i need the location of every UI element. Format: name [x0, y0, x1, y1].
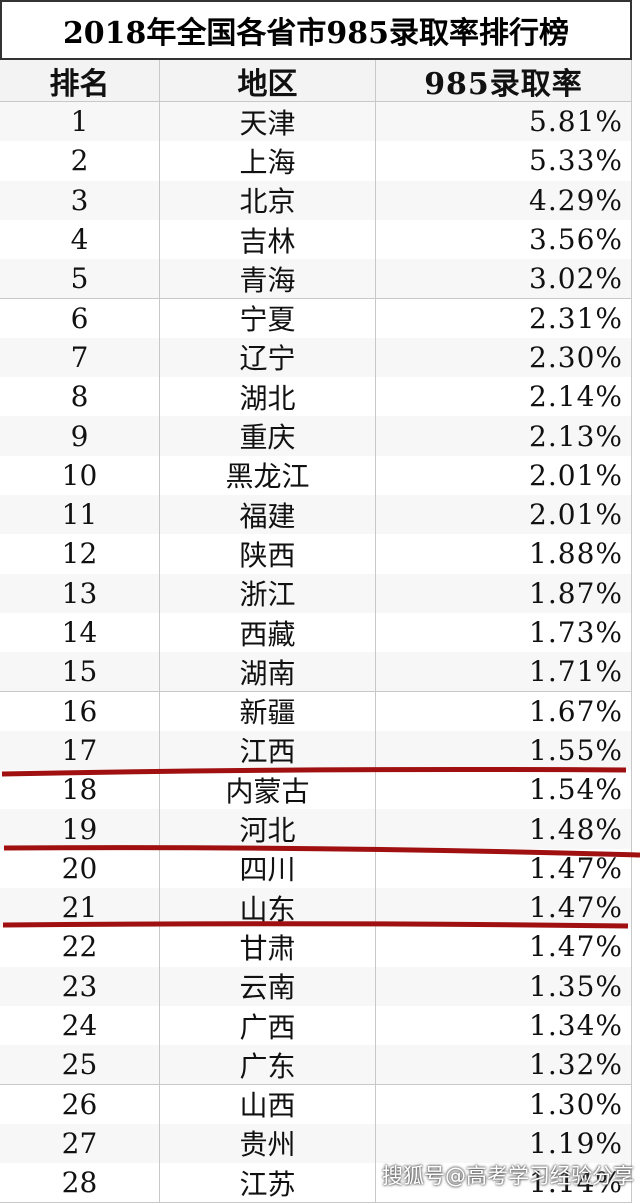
region-cell: 吉林	[160, 219, 376, 261]
rate-cell: 2.01%	[376, 495, 632, 536]
rate-cell: 1.47%	[376, 848, 632, 889]
region-cell: 广东	[160, 1045, 376, 1086]
region-cell: 甘肃	[160, 927, 376, 968]
rank-cell: 7	[0, 337, 160, 379]
region-cell: 辽宁	[160, 337, 376, 379]
rank-cell: 21	[0, 888, 160, 929]
region-cell: 山西	[160, 1084, 376, 1125]
rate-cell: 1.67%	[376, 691, 632, 732]
rank-cell: 3	[0, 180, 160, 221]
region-cell: 西藏	[160, 612, 376, 654]
rank-cell: 8	[0, 377, 160, 418]
rank-cell: 16	[0, 691, 160, 732]
rate-cell: 2.14%	[376, 377, 632, 418]
region-cell: 河北	[160, 809, 376, 850]
region-cell: 湖南	[160, 652, 376, 693]
rank-cell: 23	[0, 966, 160, 1007]
region-cell: 湖北	[160, 377, 376, 418]
rate-cell: 1.48%	[376, 809, 632, 850]
region-cell: 四川	[160, 848, 376, 889]
rank-cell: 25	[0, 1045, 160, 1086]
region-cell: 江苏	[160, 1163, 376, 1204]
rate-cell: 1.32%	[376, 1045, 632, 1086]
rate-cell: 1.30%	[376, 1084, 632, 1125]
header-cell: 985录取率	[376, 60, 632, 102]
region-cell: 北京	[160, 180, 376, 221]
region-cell: 新疆	[160, 691, 376, 732]
region-cell: 青海	[160, 259, 376, 300]
rate-cell: 2.01%	[376, 455, 632, 496]
region-cell: 广西	[160, 1005, 376, 1047]
table-title: 2018年全国各省市985录取率排行榜	[0, 0, 632, 60]
rank-cell: 26	[0, 1084, 160, 1125]
rate-cell: 1.73%	[376, 612, 632, 654]
rate-cell: 2.13%	[376, 416, 632, 457]
rank-cell: 18	[0, 770, 160, 811]
rank-cell: 9	[0, 416, 160, 457]
rank-cell: 22	[0, 927, 160, 968]
rank-cell: 4	[0, 219, 160, 261]
rank-cell: 20	[0, 848, 160, 889]
rate-cell: 2.31%	[376, 298, 632, 339]
header-cell: 地区	[160, 60, 376, 102]
region-cell: 陕西	[160, 534, 376, 575]
watermark: 搜狐号@高考学习经验分享	[382, 1164, 634, 1188]
rank-cell: 19	[0, 809, 160, 850]
region-cell: 云南	[160, 966, 376, 1007]
rank-cell: 24	[0, 1005, 160, 1047]
rate-cell: 1.71%	[376, 652, 632, 693]
region-cell: 宁夏	[160, 298, 376, 339]
region-cell: 黑龙江	[160, 455, 376, 496]
region-cell: 重庆	[160, 416, 376, 457]
rate-cell: 3.56%	[376, 219, 632, 261]
rate-cell: 1.47%	[376, 927, 632, 968]
rate-cell: 2.30%	[376, 337, 632, 379]
rank-cell: 14	[0, 612, 160, 654]
region-cell: 贵州	[160, 1123, 376, 1165]
rank-cell: 12	[0, 534, 160, 575]
header-cell: 排名	[0, 60, 160, 102]
rate-cell: 5.33%	[376, 141, 632, 182]
rank-cell: 11	[0, 495, 160, 536]
rank-cell: 17	[0, 730, 160, 772]
rank-cell: 10	[0, 455, 160, 496]
rank-cell: 27	[0, 1123, 160, 1165]
rank-cell: 6	[0, 298, 160, 339]
region-cell: 天津	[160, 102, 376, 143]
rate-cell: 1.14%	[376, 1163, 632, 1204]
rank-cell: 1	[0, 102, 160, 143]
region-cell: 福建	[160, 495, 376, 536]
rank-cell: 13	[0, 573, 160, 614]
region-cell: 浙江	[160, 573, 376, 614]
region-cell: 江西	[160, 730, 376, 772]
rate-cell: 1.88%	[376, 534, 632, 575]
rank-cell: 5	[0, 259, 160, 300]
rank-cell: 2	[0, 141, 160, 182]
rate-cell: 1.34%	[376, 1005, 632, 1047]
rate-cell: 1.35%	[376, 966, 632, 1007]
region-cell: 上海	[160, 141, 376, 182]
region-cell: 山东	[160, 888, 376, 929]
region-cell: 内蒙古	[160, 770, 376, 811]
rate-cell: 1.87%	[376, 573, 632, 614]
rate-cell: 3.02%	[376, 259, 632, 300]
rate-cell: 1.54%	[376, 770, 632, 811]
rate-cell: 1.47%	[376, 888, 632, 929]
rate-cell: 4.29%	[376, 180, 632, 221]
rate-cell: 1.19%	[376, 1123, 632, 1165]
rate-cell: 5.81%	[376, 102, 632, 143]
rank-cell: 15	[0, 652, 160, 693]
rate-cell: 1.55%	[376, 730, 632, 772]
rank-cell: 28	[0, 1163, 160, 1204]
